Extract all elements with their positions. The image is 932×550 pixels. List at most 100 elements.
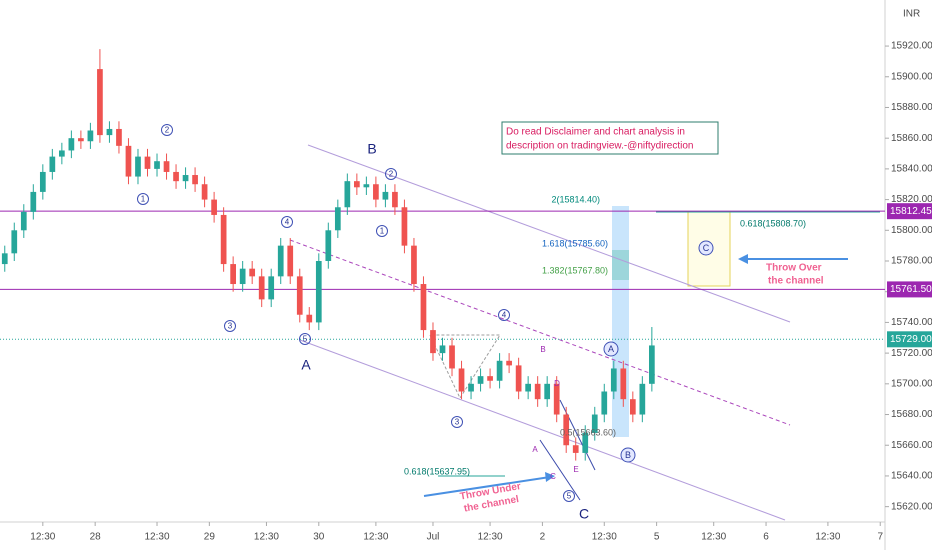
y-tick-label: 15880.00 xyxy=(891,102,932,113)
candle-body xyxy=(220,214,227,265)
candle-body xyxy=(430,330,436,354)
fib-label: 0.5(15663.60) xyxy=(560,427,616,437)
candle-body xyxy=(458,368,465,392)
candle-body xyxy=(553,383,560,415)
candle-body xyxy=(591,414,598,433)
candle-body xyxy=(563,414,570,446)
note: Throw Over xyxy=(766,263,822,274)
candle-body xyxy=(544,383,551,400)
x-tick-label: 2 xyxy=(540,532,546,543)
fib-label: 1.618(15785.60) xyxy=(542,238,608,248)
candle-body xyxy=(20,211,27,231)
candle-body xyxy=(496,360,503,381)
y-tick-label: 15840.00 xyxy=(891,164,932,175)
candle-body xyxy=(30,191,37,212)
level-tag xyxy=(887,203,932,220)
triangle-line xyxy=(539,439,581,501)
candle-body xyxy=(68,138,75,151)
wave-circle xyxy=(224,320,236,332)
note-box xyxy=(501,121,719,155)
candle-body xyxy=(249,268,256,277)
candle-body xyxy=(277,245,284,277)
circled-label: 5 xyxy=(303,335,308,344)
candle-body xyxy=(420,284,427,331)
candle-body xyxy=(477,376,484,384)
candle-body xyxy=(506,360,512,366)
wave-label: C xyxy=(579,506,589,522)
candle-body xyxy=(144,156,151,169)
wave-label: B xyxy=(367,141,376,157)
x-tick-label: 12:30 xyxy=(701,532,726,543)
candle-body xyxy=(582,432,589,453)
note: Do read Disclaimer and chart analysis in xyxy=(506,127,685,138)
wave-label: A xyxy=(301,357,311,373)
candle-body xyxy=(239,268,246,285)
y-tick-label: 15640.00 xyxy=(891,471,932,482)
arrow xyxy=(423,476,551,497)
wave-circle xyxy=(498,309,510,321)
candle-body xyxy=(97,69,103,136)
x-tick-label: 6 xyxy=(763,532,769,543)
fib-label: 1.382(15767.80) xyxy=(542,265,608,275)
candle-body xyxy=(487,376,493,381)
small-label: B xyxy=(540,345,545,354)
wave-circle xyxy=(385,168,397,180)
wave-circle xyxy=(620,447,636,463)
y-tick-label: 15920.00 xyxy=(891,41,932,52)
candle-body xyxy=(11,230,18,254)
candle-body xyxy=(296,276,303,315)
candle-body xyxy=(201,184,208,200)
circled-label: A xyxy=(608,344,614,354)
y-tick-label: 15740.00 xyxy=(891,317,932,328)
candle-body xyxy=(315,261,322,323)
y-tick-label: 15820.00 xyxy=(891,194,932,205)
candle-body xyxy=(125,145,132,177)
candle-body xyxy=(287,245,294,277)
arrow-head xyxy=(738,254,748,264)
y-tick-label: 15800.00 xyxy=(891,225,932,236)
x-tick-label: 28 xyxy=(90,532,102,543)
small-label: D xyxy=(554,379,560,388)
x-tick-label: 7 xyxy=(877,532,883,543)
candle-body xyxy=(49,156,56,172)
circled-label: 2 xyxy=(165,126,170,135)
circled-label: C xyxy=(703,243,710,253)
candle-body xyxy=(230,264,236,285)
candle-body xyxy=(354,181,360,188)
candle-body xyxy=(192,175,198,185)
circled-label: 1 xyxy=(141,195,146,204)
x-tick-label: 12:30 xyxy=(254,532,279,543)
y-tick-label: 15700.00 xyxy=(891,378,932,389)
candle-body xyxy=(106,128,113,136)
candle-body xyxy=(258,276,265,300)
currency: INR xyxy=(903,9,920,20)
wave-circle xyxy=(137,193,149,205)
candle-body xyxy=(468,383,474,392)
candle-body xyxy=(515,365,522,392)
x-tick-label: 12:30 xyxy=(592,532,617,543)
candle-body xyxy=(334,207,341,231)
y-tick-label: 15720.00 xyxy=(891,348,932,359)
wave-circle xyxy=(603,341,619,357)
candle-body xyxy=(382,191,389,200)
small-label: A xyxy=(532,445,538,454)
pattern xyxy=(429,334,501,400)
candle-body xyxy=(344,181,351,208)
y-tick-label: 15680.00 xyxy=(891,409,932,420)
circled-label: 2 xyxy=(389,170,394,179)
wave-circle xyxy=(451,416,463,428)
candle-body xyxy=(173,171,179,182)
candle-body xyxy=(182,175,189,182)
channel-lower xyxy=(299,339,786,521)
x-tick-label: 12:30 xyxy=(478,532,503,543)
x-tick-label: 5 xyxy=(654,532,660,543)
note: description on tradingview.-@niftydirect… xyxy=(506,141,693,152)
x-tick-label: 12:30 xyxy=(815,532,840,543)
x-tick-label: Jul xyxy=(427,532,440,543)
wave-circle xyxy=(281,216,293,228)
fib-label: 0.618(15808.70) xyxy=(740,218,806,228)
candle-body xyxy=(439,345,446,354)
candle-body xyxy=(325,230,332,261)
circled-label: 4 xyxy=(502,311,507,320)
